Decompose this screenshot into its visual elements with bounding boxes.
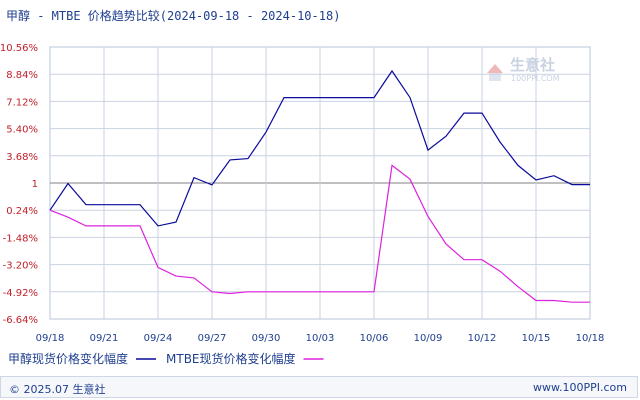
y-tick-label: -6.64% (3, 315, 38, 326)
x-tick-label: 10/06 (360, 333, 389, 344)
x-tick-label: 10/12 (468, 333, 497, 344)
watermark-brand: 生意社 (510, 56, 555, 74)
y-tick-label: -4.92% (3, 288, 38, 299)
x-tick-label: 09/18 (36, 333, 65, 344)
chart-title: 甲醇 - MTBE 价格趋势比较(2024-09-18 - 2024-10-18… (6, 9, 341, 23)
x-tick-label: 10/15 (522, 333, 551, 344)
watermark-logo-base (489, 73, 501, 81)
x-tick-label: 09/24 (144, 333, 173, 344)
x-tick-label: 10/09 (414, 333, 443, 344)
footer-copyright: © 2025.07 生意社 (9, 383, 106, 396)
x-tick-label: 09/30 (252, 333, 281, 344)
series-line-1 (49, 69, 590, 227)
x-tick-label: 10/18 (576, 333, 605, 344)
series-line-2 (49, 164, 590, 303)
y-tick-label: -3.20% (3, 261, 38, 272)
y-tick-label: 7.12% (6, 97, 38, 108)
footer-site: www.100PPI.com (533, 381, 627, 394)
legend-label-2: MTBE现货价格变化幅度 (166, 351, 296, 366)
y-tick-label: 10.56% (0, 43, 38, 54)
y-tick-label: -1.48% (3, 233, 38, 244)
x-tick-label: 10/03 (306, 333, 335, 344)
y-tick-label: 1 (32, 179, 38, 190)
watermark-url: 100PPI.COM (511, 74, 560, 83)
x-tick-label: 09/27 (198, 333, 227, 344)
watermark-logo-icon (487, 64, 503, 73)
legend-label-1: 甲醇现货价格变化幅度 (8, 351, 128, 366)
footer-bar: © 2025.07 生意社 www.100PPI.com (0, 376, 638, 398)
y-tick-label: 3.68% (6, 152, 38, 163)
y-tick-label: 0.24% (6, 206, 38, 217)
y-tick-label: 5.40% (6, 125, 38, 136)
x-tick-label: 09/21 (90, 333, 119, 344)
y-tick-label: 8.84% (6, 70, 38, 81)
